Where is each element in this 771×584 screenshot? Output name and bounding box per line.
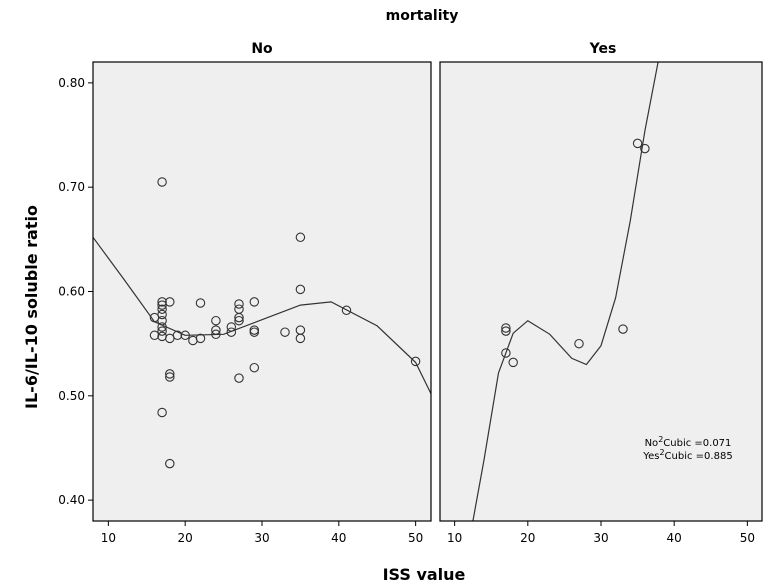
x-tick-label-yes-1: 20: [520, 531, 535, 545]
x-tick-label-no-0: 10: [101, 531, 116, 545]
point-yes-0: [501, 323, 511, 333]
point-no-12: [165, 297, 175, 307]
point-no-7: [157, 315, 167, 326]
point-no-27: [234, 299, 244, 309]
point-no-3: [157, 297, 167, 307]
point-no-15: [165, 372, 175, 382]
point-yes-6: [632, 138, 643, 149]
point-yes-1: [501, 326, 511, 336]
point-no-29: [234, 312, 244, 323]
panel-no-header: No: [251, 41, 273, 57]
point-no-36: [280, 327, 290, 337]
point-yes-3: [508, 357, 518, 368]
point-no-35: [249, 362, 260, 373]
point-yes-2: [501, 348, 511, 358]
point-yes-7: [640, 143, 650, 154]
point-no-5: [157, 304, 167, 314]
x-tick-label-yes-4: 50: [740, 531, 755, 545]
x-tick-label-yes-2: 30: [593, 531, 608, 545]
point-no-26: [226, 327, 237, 337]
x-tick-label-no-3: 40: [331, 531, 346, 545]
point-yes-4: [574, 338, 584, 349]
y-tick-label-3: 0.70: [58, 180, 85, 194]
y-axis-label: IL-6/IL-10 soluble ratio: [22, 205, 41, 409]
point-no-38: [295, 284, 306, 295]
point-no-30: [234, 315, 244, 326]
point-no-40: [295, 333, 306, 344]
plot-area-no: [93, 62, 431, 521]
y-tick-label-2: 0.60: [58, 285, 85, 299]
x-tick-label-yes-0: 10: [447, 531, 462, 545]
point-no-34: [249, 327, 260, 337]
x-tick-label-no-4: 50: [408, 531, 423, 545]
point-no-23: [211, 325, 221, 335]
y-tick-label-1: 0.50: [58, 389, 85, 403]
point-no-1: [149, 330, 160, 341]
r2-annotation-yes: Yes2Cubic =0.885: [642, 448, 732, 462]
panel-no: No 10 20 30 40 50 0.40 0.50 0.60 0.70 0.80: [58, 41, 432, 545]
point-no-14: [165, 369, 175, 379]
point-no-11: [157, 407, 167, 418]
point-no-9: [157, 326, 167, 336]
panel-yes: Yes 10 20 30 40 50: [439, 41, 763, 545]
x-tick-label-no-2: 30: [254, 531, 269, 545]
y-tick-label-4: 0.80: [58, 76, 85, 90]
point-no-18: [180, 330, 190, 341]
point-no-8: [157, 322, 167, 332]
point-no-24: [211, 329, 221, 340]
point-no-22: [211, 315, 221, 326]
plot-area-yes: [440, 62, 762, 521]
r2-annotation-no: No2Cubic =0.071: [645, 435, 732, 449]
point-no-31: [234, 373, 244, 383]
panel-yes-header: Yes: [589, 41, 617, 57]
point-no-17: [172, 330, 183, 341]
point-no-25: [226, 322, 237, 332]
x-tick-label-no-1: 20: [178, 531, 193, 545]
point-no-21: [195, 333, 206, 344]
chart-title: mortality: [386, 8, 459, 24]
point-no-42: [410, 356, 421, 367]
point-no-2: [157, 177, 167, 187]
point-no-41: [341, 305, 352, 316]
point-no-16: [165, 458, 175, 469]
x-axis-label: ISS value: [383, 565, 466, 584]
fit-curve-no: [93, 236, 431, 394]
x-tick-label-yes-3: 40: [667, 531, 682, 545]
point-yes-5: [618, 324, 628, 334]
point-no-20: [195, 298, 206, 308]
fit-curve-yes: [472, 62, 659, 521]
y-tick-label-0: 0.40: [58, 493, 85, 507]
point-no-32: [249, 297, 260, 307]
point-no-37: [295, 232, 306, 243]
point-no-6: [157, 309, 167, 320]
